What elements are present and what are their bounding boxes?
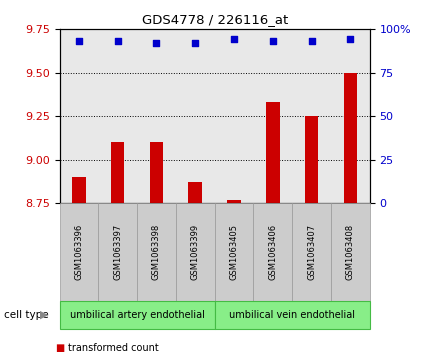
Bar xyxy=(343,73,357,203)
Bar xyxy=(188,182,202,203)
Text: cell type: cell type xyxy=(4,310,49,320)
Text: GSM1063407: GSM1063407 xyxy=(307,224,316,280)
Bar xyxy=(266,102,280,203)
Point xyxy=(192,40,198,46)
Text: GSM1063396: GSM1063396 xyxy=(74,224,83,280)
Text: ■: ■ xyxy=(55,343,65,354)
Text: GSM1063398: GSM1063398 xyxy=(152,224,161,280)
Point xyxy=(76,38,82,44)
Bar xyxy=(72,177,86,203)
Text: GSM1063397: GSM1063397 xyxy=(113,224,122,280)
Point xyxy=(308,38,315,44)
Text: transformed count: transformed count xyxy=(68,343,159,354)
Bar xyxy=(305,116,318,203)
Point xyxy=(114,38,121,44)
Point xyxy=(231,37,238,42)
Text: umbilical vein endothelial: umbilical vein endothelial xyxy=(229,310,355,320)
Text: ▶: ▶ xyxy=(40,310,49,320)
Point xyxy=(347,37,354,42)
Point xyxy=(153,40,160,46)
Text: GSM1063408: GSM1063408 xyxy=(346,224,355,280)
Bar xyxy=(111,142,125,203)
Bar xyxy=(150,142,163,203)
Text: umbilical artery endothelial: umbilical artery endothelial xyxy=(70,310,204,320)
Text: GSM1063406: GSM1063406 xyxy=(268,224,277,280)
Point xyxy=(269,38,276,44)
Text: GSM1063405: GSM1063405 xyxy=(230,224,238,280)
Text: GSM1063399: GSM1063399 xyxy=(191,224,200,280)
Bar xyxy=(227,200,241,203)
Title: GDS4778 / 226116_at: GDS4778 / 226116_at xyxy=(142,13,288,26)
